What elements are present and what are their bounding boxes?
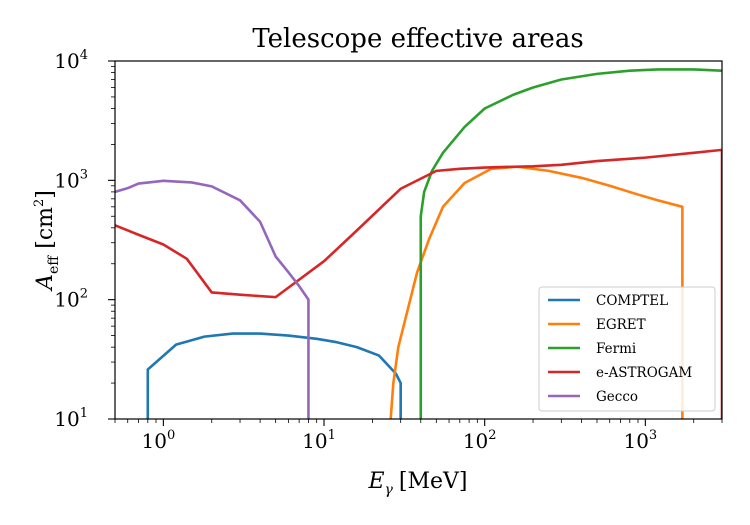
x-tick-label: 100 [141, 428, 175, 453]
legend-label-gecco: Gecco [596, 389, 638, 405]
y-tick-label: 102 [54, 287, 88, 312]
series-line-egret [389, 165, 684, 419]
y-axis-label: Aeff[cm2] [32, 190, 62, 292]
y-tick-label: 103 [54, 167, 88, 192]
legend: COMPTEL EGRET Fermi e-ASTROGAM Gecco [538, 286, 716, 412]
y-axis-ticks: 101 102 103 104 [54, 48, 115, 431]
x-tick-label: 101 [302, 428, 336, 453]
x-axis-ticks: 100 101 102 103 [114, 419, 723, 453]
plot-frame [114, 60, 723, 420]
legend-label-fermi: Fermi [596, 341, 637, 357]
x-axis-label: Eγ [MeV] [367, 469, 467, 498]
series-line-comptel [146, 332, 402, 419]
y-tick-label: 101 [54, 406, 88, 431]
series-line-gecco [115, 179, 310, 419]
legend-box [538, 286, 716, 412]
series-lines [115, 68, 722, 419]
series-line-e-astrogam [115, 148, 722, 419]
x-tick-label: 103 [623, 428, 657, 453]
legend-label-e-astrogam: e-ASTROGAM [596, 365, 692, 381]
series-line-fermi [419, 68, 722, 419]
y-tick-label: 104 [54, 48, 88, 73]
chart-title: Telescope effective areas [252, 24, 583, 54]
legend-label-egret: EGRET [596, 317, 646, 333]
x-tick-label: 102 [463, 428, 497, 453]
legend-label-comptel: COMPTEL [596, 293, 668, 309]
